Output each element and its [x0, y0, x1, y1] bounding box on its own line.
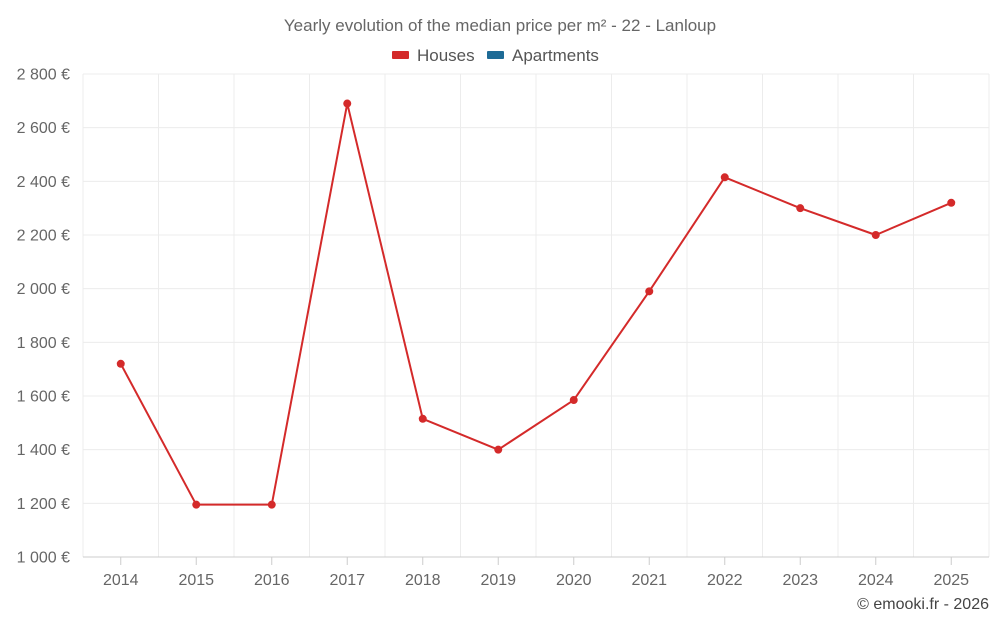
- data-point[interactable]: [494, 445, 503, 454]
- legend-item-apartments[interactable]: Apartments: [487, 46, 599, 65]
- data-point[interactable]: [116, 359, 125, 368]
- data-point[interactable]: [871, 231, 880, 239]
- y-axis: 1 000 € 1 200 € 1 400 € 1 600 € 1 800 € 2 000…: [17, 67, 70, 567]
- credits-text[interactable]: © emooki.fr - 2026: [857, 596, 989, 613]
- x-axis: 2014 2015 2016 2017 2018 2019 2020 2021 2022 2023…: [83, 556, 989, 589]
- x-tick-label: 2018: [405, 572, 441, 589]
- x-tick-label: 2022: [707, 572, 743, 589]
- legend-swatch-houses: [392, 51, 409, 59]
- data-point[interactable]: [947, 198, 956, 207]
- x-tick-label: 2014: [103, 572, 139, 589]
- legend-label-apartments[interactable]: Apartments: [512, 46, 599, 65]
- x-tick-label: 2025: [933, 572, 969, 589]
- legend: Houses Apartments: [392, 46, 599, 65]
- x-tick-label: 2016: [254, 572, 290, 589]
- chart-title: Yearly evolution of the median price per…: [284, 16, 716, 35]
- x-tick-label: 2021: [631, 572, 667, 589]
- y-tick-label: 2 800 €: [17, 67, 70, 84]
- data-point[interactable]: [267, 500, 276, 509]
- legend-item-houses[interactable]: Houses: [392, 46, 475, 65]
- y-tick-label: 2 400 €: [17, 174, 70, 191]
- data-point[interactable]: [796, 204, 805, 213]
- y-tick-label: 1 600 €: [17, 389, 70, 406]
- y-tick-label: 1 000 €: [17, 550, 70, 567]
- data-point[interactable]: [720, 173, 729, 182]
- y-tick-label: 1 200 €: [17, 496, 70, 513]
- data-point[interactable]: [569, 396, 578, 405]
- y-tick-label: 2 000 €: [17, 281, 70, 298]
- x-tick-label: 2015: [178, 572, 214, 589]
- x-tick-label: 2019: [480, 572, 516, 589]
- y-tick-label: 2 600 €: [17, 120, 70, 137]
- x-tick-label: 2017: [329, 572, 365, 589]
- series-line-houses: [119, 102, 952, 506]
- legend-label-houses[interactable]: Houses: [417, 46, 475, 65]
- x-tick-label: 2024: [858, 572, 894, 589]
- gridlines: [82, 73, 990, 557]
- y-tick-label: 1 400 €: [17, 442, 70, 459]
- x-tick-label: 2020: [556, 572, 592, 589]
- series-houses: [116, 99, 956, 509]
- y-tick-label: 1 800 €: [17, 335, 70, 352]
- data-point[interactable]: [645, 287, 654, 296]
- legend-swatch-apartments: [487, 51, 504, 59]
- data-point[interactable]: [192, 500, 201, 509]
- y-tick-label: 2 200 €: [17, 228, 70, 245]
- data-point[interactable]: [418, 414, 427, 423]
- x-tick-label: 2023: [782, 572, 818, 589]
- data-point[interactable]: [343, 99, 352, 108]
